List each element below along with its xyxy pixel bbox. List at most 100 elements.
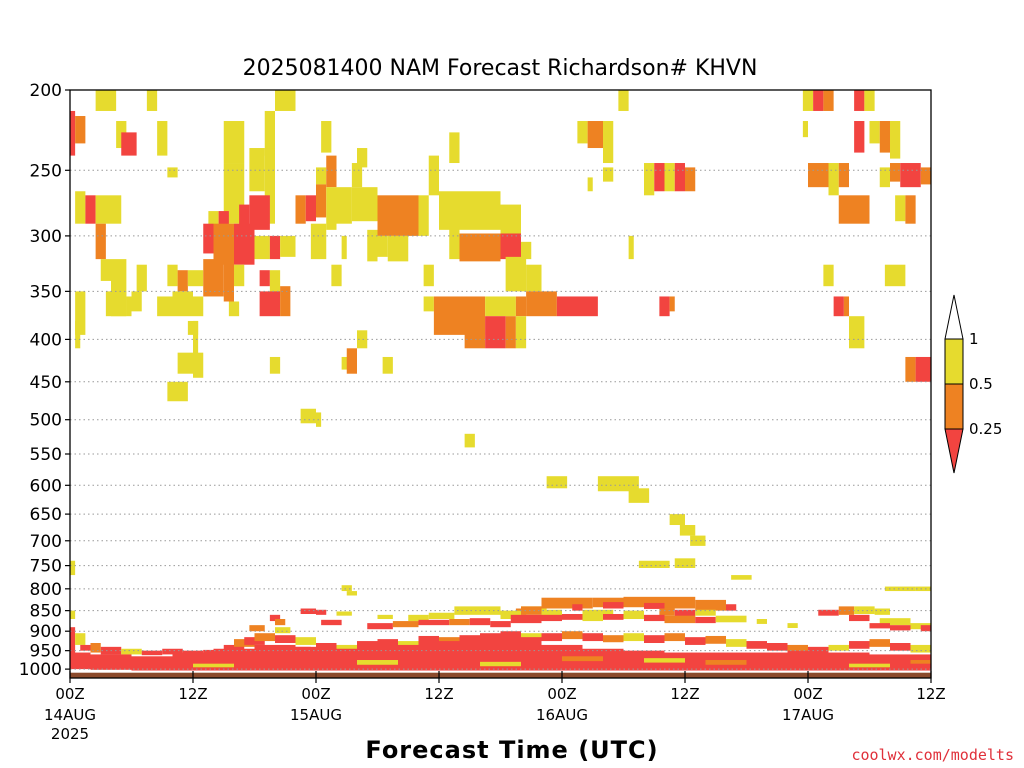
ri-cell (326, 155, 337, 188)
ri-cell (392, 621, 419, 628)
ri-cell (398, 641, 419, 649)
ri-cell (193, 352, 204, 378)
ri-cell (623, 612, 644, 620)
x-tick-label: 12Z (424, 685, 453, 703)
x-date-label: 14AUG (44, 706, 96, 724)
ri-cell (808, 163, 829, 188)
ri-cell (254, 633, 275, 642)
ri-cell (387, 235, 409, 262)
ri-cell (920, 625, 931, 632)
ri-cell (879, 121, 890, 153)
x-date-label: 16AUG (536, 706, 588, 724)
ri-cell (223, 121, 245, 164)
ri-cell (341, 235, 347, 260)
ri-cell (346, 348, 357, 374)
ri-cell (449, 132, 460, 164)
legend-label: 0.25 (969, 420, 1002, 438)
ri-cell (146, 90, 158, 111)
ri-cell (623, 633, 644, 642)
ri-cell (234, 264, 245, 287)
ri-cell (269, 235, 281, 260)
ri-cell (521, 606, 542, 615)
data-cells (70, 90, 932, 671)
ri-cell (674, 163, 685, 192)
x-tick-label: 12Z (178, 685, 207, 703)
ri-cell (295, 637, 316, 645)
ri-cell (70, 652, 91, 670)
ri-cell (515, 296, 527, 317)
ri-cell (685, 167, 696, 192)
ri-cell (603, 121, 614, 164)
ri-cell (587, 121, 603, 149)
ri-cell (541, 614, 562, 622)
ri-cell (546, 476, 568, 489)
ground-surface (70, 672, 931, 678)
ri-cell (316, 167, 327, 185)
ri-cell (228, 301, 240, 317)
ri-cell (254, 644, 296, 671)
ri-cell (900, 163, 921, 188)
ri-cell (879, 167, 890, 188)
ri-cell (890, 121, 901, 159)
ri-cell (715, 615, 747, 623)
ri-cell (280, 286, 291, 317)
ri-cell (500, 631, 521, 642)
ri-cell (131, 656, 173, 671)
ri-cell (75, 320, 81, 349)
ri-cell (357, 330, 368, 349)
ri-cell (469, 618, 491, 626)
ri-cell (603, 167, 614, 182)
ri-cell (515, 316, 527, 349)
ri-cell (157, 121, 168, 156)
ri-cell (577, 121, 588, 144)
y-tick-label: 450 (30, 373, 62, 393)
ri-cell (818, 609, 839, 616)
ri-cell (572, 604, 583, 611)
ri-cell (623, 596, 665, 608)
ri-cell (920, 167, 931, 185)
ri-cell (685, 637, 706, 645)
ri-cell (587, 177, 593, 192)
ri-cell (126, 296, 132, 317)
ri-cell (377, 195, 419, 236)
ri-cell (377, 235, 388, 257)
ri-cell (331, 264, 342, 287)
ri-cell (300, 408, 316, 424)
ri-cell (500, 204, 521, 236)
ri-cell (321, 619, 342, 626)
y-tick-label: 900 (30, 622, 62, 642)
ri-cell (802, 121, 808, 138)
x-tick-label: 00Z (301, 685, 330, 703)
ri-cell (726, 639, 747, 647)
ri-cell (480, 633, 501, 644)
ri-cell (618, 90, 629, 111)
legend-bin (944, 383, 964, 430)
ri-cell (582, 614, 603, 622)
x-axis-title: Forecast Time (UTC) (365, 736, 658, 764)
ri-cell (275, 619, 286, 626)
ri-cell (341, 585, 352, 592)
ri-cell (357, 641, 378, 651)
ri-cell (449, 619, 470, 626)
ri-cell (505, 316, 516, 349)
ri-cell (418, 635, 439, 645)
ri-cell (838, 195, 870, 224)
ri-cell (264, 148, 275, 224)
ri-cell (75, 291, 86, 335)
ri-cell (787, 650, 829, 671)
ri-cell (177, 270, 188, 292)
x-date-label: 17AUG (782, 706, 834, 724)
ri-cell (767, 643, 788, 651)
ri-cell (428, 612, 455, 620)
y-tick-label: 950 (30, 642, 62, 662)
ri-cell (526, 291, 557, 317)
ri-cell (674, 558, 696, 568)
ri-cell (100, 259, 111, 281)
ri-cell (249, 148, 265, 192)
ri-cell (223, 259, 234, 302)
x-date-label: 15AUG (290, 706, 342, 724)
ri-cell (423, 264, 434, 287)
ri-cell (915, 586, 931, 592)
ri-cell (828, 652, 870, 671)
ri-cell (269, 614, 281, 622)
